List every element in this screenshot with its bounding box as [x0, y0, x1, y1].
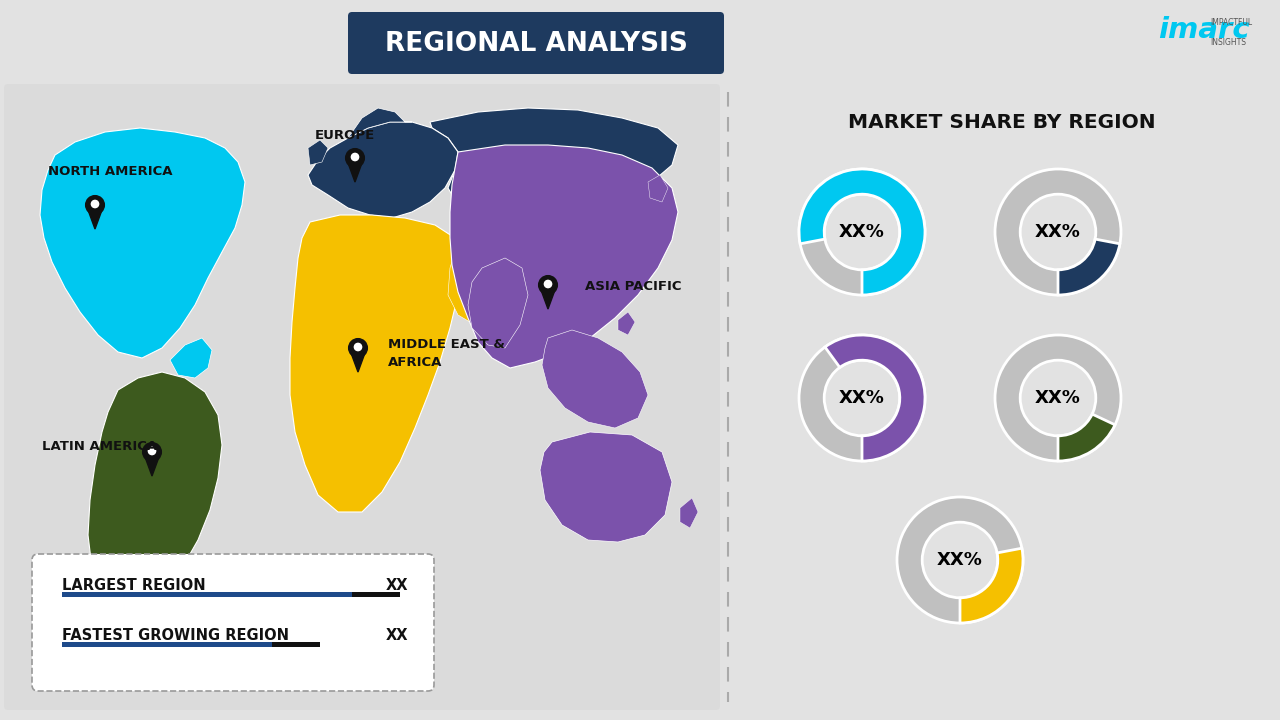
Polygon shape	[448, 232, 518, 325]
Polygon shape	[170, 338, 212, 378]
Polygon shape	[648, 175, 668, 202]
Text: ASIA PACIFIC: ASIA PACIFIC	[585, 280, 681, 293]
FancyBboxPatch shape	[4, 84, 719, 710]
Bar	[61, 592, 352, 597]
Polygon shape	[351, 353, 365, 372]
Circle shape	[86, 196, 105, 215]
Circle shape	[142, 443, 161, 462]
Polygon shape	[40, 128, 244, 358]
Bar	[273, 642, 320, 647]
FancyBboxPatch shape	[348, 12, 724, 74]
Wedge shape	[799, 169, 925, 295]
Text: LARGEST REGION: LARGEST REGION	[61, 577, 206, 593]
Text: XX%: XX%	[840, 223, 884, 241]
Circle shape	[148, 447, 156, 454]
Wedge shape	[799, 335, 925, 461]
Wedge shape	[960, 548, 1023, 623]
Circle shape	[348, 338, 367, 357]
Text: XX%: XX%	[840, 389, 884, 407]
Circle shape	[539, 276, 557, 294]
Text: XX%: XX%	[1036, 223, 1080, 241]
Wedge shape	[995, 335, 1121, 461]
Text: imarc: imarc	[1158, 16, 1249, 44]
Text: FASTEST GROWING REGION: FASTEST GROWING REGION	[61, 628, 289, 642]
Wedge shape	[995, 169, 1121, 295]
FancyBboxPatch shape	[32, 554, 434, 691]
Circle shape	[355, 343, 362, 351]
Text: MIDDLE EAST &: MIDDLE EAST &	[388, 338, 504, 351]
Text: XX%: XX%	[1036, 389, 1080, 407]
Bar	[352, 592, 399, 597]
Text: EUROPE: EUROPE	[315, 129, 375, 142]
Text: NORTH AMERICA: NORTH AMERICA	[49, 165, 173, 178]
Text: IMPACTFUL: IMPACTFUL	[1210, 18, 1252, 27]
Wedge shape	[799, 169, 925, 295]
Polygon shape	[468, 258, 529, 348]
Polygon shape	[88, 372, 221, 612]
Wedge shape	[1059, 414, 1115, 461]
Circle shape	[351, 153, 358, 161]
Text: XX: XX	[385, 628, 408, 642]
Polygon shape	[308, 140, 328, 165]
Polygon shape	[145, 456, 159, 476]
Polygon shape	[541, 289, 556, 309]
Polygon shape	[451, 145, 678, 368]
Polygon shape	[680, 498, 698, 528]
Text: XX%: XX%	[937, 551, 983, 569]
Wedge shape	[897, 497, 1023, 623]
Wedge shape	[826, 335, 925, 461]
Circle shape	[544, 280, 552, 288]
Text: INSIGHTS: INSIGHTS	[1210, 38, 1245, 47]
Circle shape	[91, 200, 99, 207]
Polygon shape	[618, 312, 635, 335]
Circle shape	[346, 148, 365, 167]
Polygon shape	[291, 215, 462, 512]
Text: MARKET SHARE BY REGION: MARKET SHARE BY REGION	[849, 112, 1156, 132]
Polygon shape	[88, 210, 102, 229]
Text: REGIONAL ANALYSIS: REGIONAL ANALYSIS	[384, 31, 687, 57]
Bar	[61, 642, 273, 647]
Text: LATIN AMERICA: LATIN AMERICA	[42, 440, 157, 453]
Polygon shape	[540, 432, 672, 542]
Polygon shape	[541, 330, 648, 428]
Text: XX: XX	[385, 577, 408, 593]
Polygon shape	[308, 122, 458, 218]
Polygon shape	[348, 108, 412, 138]
Wedge shape	[1059, 239, 1120, 295]
Polygon shape	[430, 108, 678, 208]
Text: AFRICA: AFRICA	[388, 356, 443, 369]
Polygon shape	[348, 163, 362, 182]
